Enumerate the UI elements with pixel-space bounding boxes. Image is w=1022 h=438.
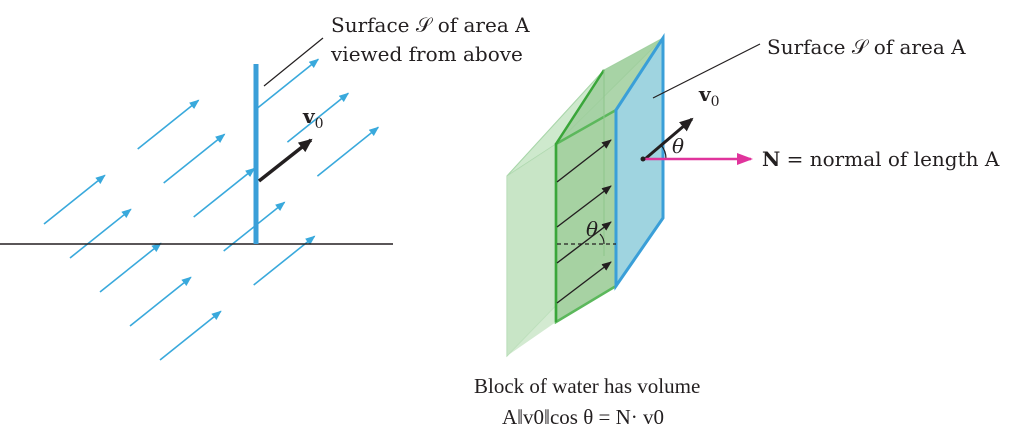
normal-label: N = normal of length A	[762, 147, 1000, 171]
flow-arrows	[43, 58, 380, 361]
block-flow-arrows	[556, 139, 612, 304]
left-surface-label-line2: viewed from above	[330, 42, 523, 66]
flow-arrow-icon	[159, 310, 222, 361]
angle-label-top: θ	[672, 134, 684, 158]
angle-label-bottom: θ	[586, 217, 598, 241]
block-green-edge	[554, 69, 606, 322]
block-front-face	[554, 107, 618, 325]
caption-line1: Block of water has volume	[474, 374, 700, 398]
right-velocity-label: v0	[698, 82, 720, 110]
velocity-arrow-icon	[257, 138, 313, 183]
flow-arrow-icon	[256, 58, 320, 109]
left-velocity-label: v0	[302, 104, 324, 132]
left-panel: Surface 𝒮 of area A viewed from above v0	[0, 13, 530, 361]
angle-arc-bottom	[599, 233, 605, 245]
flow-arrow-icon	[99, 242, 162, 293]
flow-arrow-icon	[286, 92, 350, 143]
block-left-face	[507, 144, 556, 356]
flow-arrow-icon	[163, 133, 226, 184]
right-surface-leader-line	[652, 43, 761, 99]
surface-s	[614, 32, 665, 291]
flow-arrow-icon	[43, 174, 106, 225]
flow-arrow-icon	[316, 126, 380, 177]
left-surface-leader-line	[263, 37, 324, 87]
normal-origin-dot	[640, 156, 646, 162]
flow-arrow-icon	[69, 208, 132, 259]
flow-arrow-icon	[193, 167, 256, 218]
right-surface-label: Surface 𝒮 of area A	[767, 35, 966, 59]
right-panel: θ v0 θ N = normal of length A Surface 𝒮 …	[474, 32, 1000, 429]
velocity-vector-icon	[644, 117, 694, 161]
caption-line2: A‖v0‖cos θ = N· v0	[502, 405, 664, 429]
flow-arrow-icon	[137, 99, 200, 150]
left-surface-label-line1: Surface 𝒮 of area A	[331, 13, 530, 37]
flow-arrow-icon	[129, 276, 192, 327]
